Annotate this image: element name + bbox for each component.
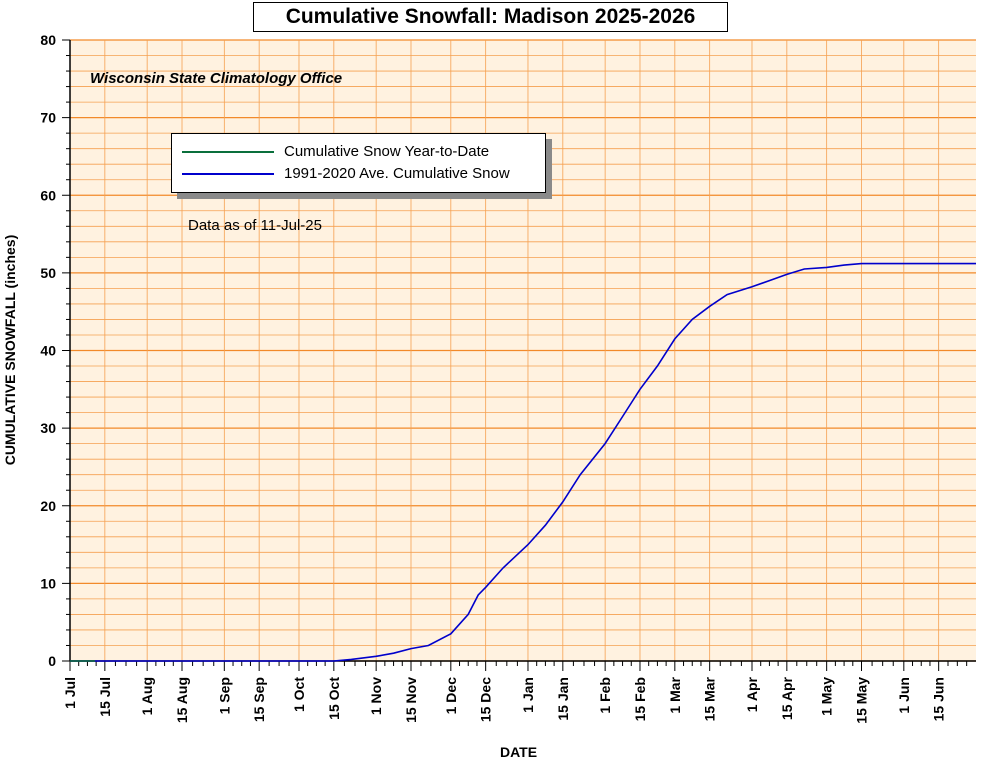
legend-swatch-ytd: [182, 151, 274, 153]
x-tick-label: 1 Jan: [520, 677, 536, 713]
x-tick-label: 1 Apr: [744, 676, 760, 712]
y-tick-label: 70: [40, 110, 56, 126]
x-tick-label: 1 Jun: [896, 677, 912, 714]
x-tick-label: 15 Jun: [931, 677, 947, 721]
x-tick-label: 1 Nov: [368, 677, 384, 715]
tick-marks: [62, 39, 968, 671]
series-line: [70, 262, 976, 662]
x-tick-label: 15 May: [854, 677, 870, 724]
x-tick-label: 1 Oct: [291, 677, 307, 712]
x-tick-label: 15 Jul: [97, 677, 113, 717]
legend: Cumulative Snow Year-to-Date 1991-2020 A…: [171, 133, 546, 193]
x-tick-label: 1 Jul: [62, 677, 78, 709]
x-tick-label: 15 Jan: [555, 677, 571, 721]
y-tick-label: 50: [40, 265, 56, 281]
x-tick-label: 15 Apr: [779, 676, 795, 720]
x-tick-label: 1 Aug: [139, 677, 155, 715]
x-tick-label: 15 Aug: [174, 677, 190, 723]
y-tick-label: 60: [40, 187, 56, 203]
x-tick-label: 15 Sep: [251, 677, 267, 722]
y-tick-labels: 0 10 20 30 40 50 60 70 80: [40, 32, 56, 669]
x-tick-label: 1 Feb: [597, 677, 613, 714]
y-tick-label: 30: [40, 420, 56, 436]
x-tick-label: 15 Mar: [702, 676, 718, 721]
x-tick-label: 15 Feb: [632, 677, 648, 721]
legend-swatch-average: [182, 173, 274, 175]
x-tick-label: 1 Sep: [216, 677, 232, 714]
y-tick-label: 80: [40, 32, 56, 48]
chart-title: Cumulative Snowfall: Madison 2025-2026: [253, 2, 728, 32]
grid-lines: [69, 39, 976, 662]
y-tick-label: 10: [40, 575, 56, 591]
x-axis-label: DATE: [500, 744, 538, 760]
x-tick-label: 15 Nov: [403, 677, 419, 723]
series-lines: [70, 262, 976, 662]
legend-label-average: 1991-2020 Ave. Cumulative Snow: [284, 165, 510, 182]
x-tick-label: 1 Mar: [667, 676, 683, 713]
data-date-note: Data as of 11-Jul-25: [188, 217, 322, 234]
legend-item-ytd: Cumulative Snow Year-to-Date: [172, 142, 545, 162]
legend-item-average: 1991-2020 Ave. Cumulative Snow: [172, 164, 545, 184]
x-tick-labels: 1 Jul 15 Jul 1 Aug 15 Aug 1 Sep 15 Sep 1 Oct 15…: [62, 676, 947, 723]
x-tick-label: 15 Oct: [326, 677, 342, 720]
y-axis-label: CUMULATIVE SNOWFALL (inches): [2, 234, 18, 466]
x-tick-label: 1 Dec: [443, 677, 459, 715]
y-tick-label: 0: [48, 653, 56, 669]
x-tick-label: 15 Dec: [478, 677, 494, 722]
x-tick-label: 1 May: [819, 677, 835, 716]
legend-label-ytd: Cumulative Snow Year-to-Date: [284, 143, 490, 160]
y-tick-label: 20: [40, 498, 56, 514]
y-tick-label: 40: [40, 343, 56, 359]
chart-subtitle: Wisconsin State Climatology Office: [90, 70, 343, 87]
